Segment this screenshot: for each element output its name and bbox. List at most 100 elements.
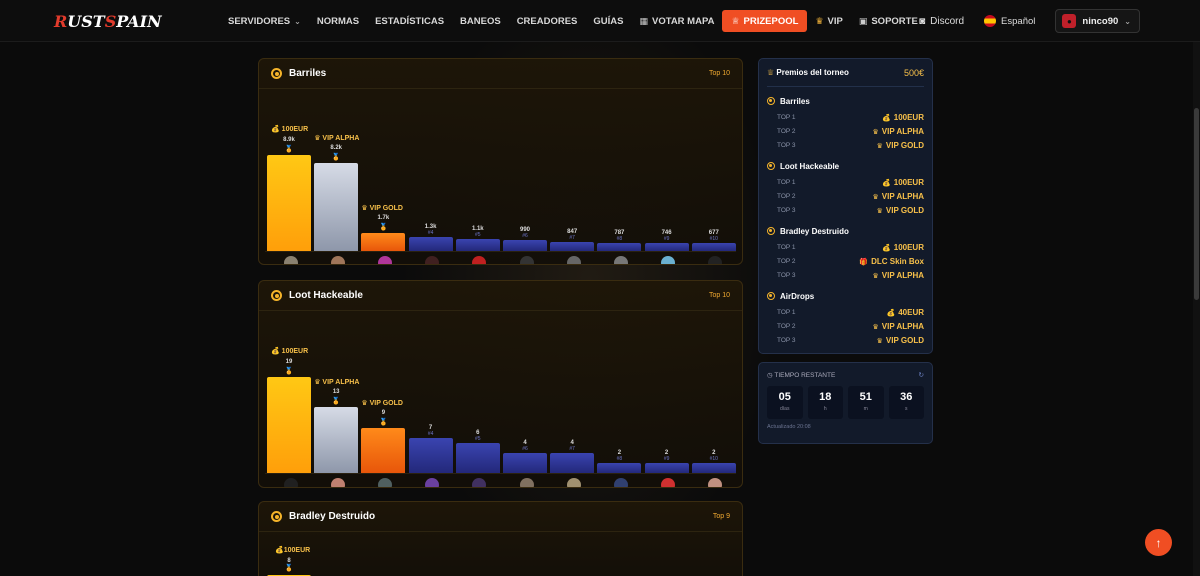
medal-icon: 🏅 [379,223,388,231]
player-avatar [425,256,440,264]
panel-title: Bradley Destruido [289,511,376,522]
spain-flag-icon [984,15,997,27]
player-entry[interactable]: 01 [314,478,361,487]
prize-tag: 💰100EUR [275,547,311,554]
player-avatar [377,256,392,264]
map-icon: ▦ [639,15,648,26]
player-entry[interactable]: TheBest [550,256,597,264]
prize-row: TOP 1 💰 100EUR [777,112,924,122]
prize-tag: ♛ VIP ALPHA [314,379,360,387]
player-avatar [330,478,345,487]
top-count-label: Top 10 [708,292,730,299]
player-entry[interactable]: ✝Chuck Norris✝ [692,478,739,487]
nav-prizepool[interactable]: ♕ PRIZEPOOL [722,10,808,32]
bar-rank-4 [408,236,453,251]
prize-icon: ♛ [876,337,883,345]
medal-icon: 🏅 [379,418,388,426]
medal-icon: 🏅 [331,398,341,406]
player-avatar [708,478,723,487]
timer-hours: 18 h [807,386,843,419]
timer-seconds: 36 s [888,386,924,419]
prize-icon: ♛ [872,193,879,201]
bar-value-label: 990 [519,227,530,234]
player-entry[interactable]: MasterChef 魔 [597,478,644,487]
player-entry[interactable]: PCD DIDDY [456,478,503,487]
nav-soporte[interactable]: ▣ SOPORTE [858,15,918,27]
player-row: 卍Juarez01moeBBoCzORRPCD DIDDYDenkaitoSto… [265,473,739,487]
bar-rank-8 [597,242,642,251]
player-entry[interactable]: bulbiconcholla [409,256,456,264]
player-entry[interactable]: BRUTALBAEK [503,256,550,264]
tournament-header: ♕ Premios del torneo 500€ [767,59,924,87]
leaderboard-chart: 19 🏅 💰 100EUR 13 🏅 ♛ VIP ALPHA 9 🏅 ♛ VIP GOLD 7 #4… [265,311,736,473]
bar-value-label: 746 [661,229,672,236]
player-entry[interactable]: Stompo [267,256,314,264]
player-entry[interactable]: linkblinpoe [692,256,739,264]
bar-rank-1 [267,377,311,473]
clock-icon: ◷ [767,372,773,379]
prize-row: TOP 1 💰 40EUR [777,307,924,317]
prize-row: TOP 2 ♛ VIP ALPHA [777,126,924,136]
player-entry[interactable]: lol [314,256,361,264]
prize-row: TOP 3 ♛ VIP GOLD [777,205,924,215]
language-selector[interactable]: Español [984,15,1035,27]
site-logo[interactable]: RUSTSPAIN [54,12,162,31]
crown-icon: ♛ [361,399,368,407]
prize-icon: 💰 [882,179,891,187]
nav-normas[interactable]: NORMAS [316,15,360,27]
discord-icon: ◙ [919,15,926,27]
bar-rank-6 [503,452,547,473]
user-menu-button[interactable]: ● ninco90 ⌄ [1055,9,1140,33]
discord-link[interactable]: ◙ Discord [919,15,965,27]
arrow-up-icon: ↑ [1155,535,1162,550]
panel-header: Bradley Destruido Top 9 [259,502,742,532]
player-entry[interactable]: SMELL [456,256,503,264]
timer-minutes: 51 m [848,386,884,419]
player-entry[interactable]: Denkaito [503,478,550,487]
bar-rank-1 [267,155,311,251]
crown-icon: ♛ [314,134,321,142]
player-entry[interactable]: moeB [361,478,408,487]
rank-label: #5 [475,232,481,239]
bar-rank-9 [644,242,689,251]
nav-guias[interactable]: GUÍAS [593,15,624,27]
navbar: RUSTSPAIN SERVIDORES ⌄ NORMAS ESTADÍSTICA… [0,0,1200,42]
nav-creadores[interactable]: CREADORES [516,15,578,27]
leaderboard-panel-bradley-destruido: Bradley Destruido Top 9 💰100EUR 8 🏅 [258,501,743,576]
money-bag-icon: 💰 [275,547,284,554]
rank-label: #7 [569,445,575,452]
nav-votar-mapa[interactable]: ▦ VOTAR MAPA [639,15,715,27]
player-entry[interactable]: Mariea [597,256,644,264]
prize-icon: 💰 [886,309,896,317]
prize-icon: ♛ [872,323,879,331]
player-entry[interactable]: 卍Juarez [267,478,314,487]
bar-value-label: 8 [287,558,291,564]
prize-row: TOP 2 ♛ VIP ALPHA [777,191,924,201]
prize-section-title: Bradley Destruido [767,226,924,236]
bar-value-label: 6 [476,429,480,436]
player-entry[interactable]: Stompo [550,478,597,487]
scrollbar[interactable] [1193,42,1200,576]
rank-label: #10 [709,236,718,242]
money-bag-icon: 💰 [271,348,280,355]
player-entry[interactable]: badolnio [645,478,692,487]
prize-row: TOP 2 ♛ VIP ALPHA [777,321,924,331]
player-avatar [519,478,534,487]
nav-baneos[interactable]: BANEOS [460,15,501,27]
nav-vip[interactable]: ♛ VIP [815,15,843,27]
bar-rank-3 [361,427,406,473]
nav-estadisticas[interactable]: ESTADÍSTICAS [375,15,445,27]
nav-servidores[interactable]: SERVIDORES ⌄ [228,15,301,27]
player-entry[interactable]: BoCzORR [409,478,456,487]
bar-value-label: 847 [567,228,578,235]
tournament-total: 500€ [903,67,924,78]
bar-rank-5 [455,239,500,251]
bar-rank-10 [691,243,736,251]
scroll-top-button[interactable]: ↑ [1145,529,1172,556]
rank-label: #4 [427,430,434,437]
player-entry[interactable]: effes [361,256,408,264]
refresh-icon[interactable]: ↻ [918,372,924,379]
prize-tag: 💰 100EUR [271,348,309,355]
player-entry[interactable]: AntonioFdez2 [645,256,692,264]
scrollbar-thumb[interactable] [1194,108,1199,300]
